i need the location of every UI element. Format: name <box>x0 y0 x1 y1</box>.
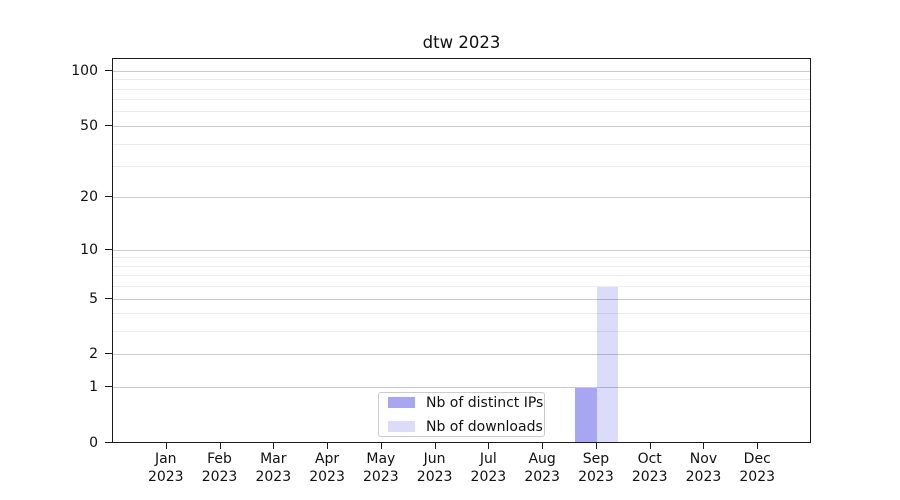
x-tick-label: May 2023 <box>349 451 413 486</box>
x-tick-label: Nov 2023 <box>671 451 735 486</box>
y-tick-label: 10 <box>80 241 98 258</box>
legend-swatch-distinct-ips <box>388 397 415 408</box>
x-tick-year: 2023 <box>416 468 453 485</box>
legend: Nb of distinct IPs Nb of downloads <box>378 392 545 437</box>
x-tick <box>542 443 544 449</box>
bar-nb-of-downloads-sep-2023 <box>596 287 619 443</box>
x-tick-month: Jun <box>423 451 446 467</box>
x-tick-month: Dec <box>743 451 771 467</box>
gridline-major <box>113 197 810 199</box>
x-tick <box>649 443 651 449</box>
x-tick-year: 2023 <box>309 468 345 485</box>
gridline-major <box>113 70 810 72</box>
x-tick-year: 2023 <box>578 468 614 485</box>
x-tick-year: 2023 <box>255 468 292 485</box>
x-tick-label: Mar 2023 <box>241 451 305 486</box>
x-tick <box>380 443 382 449</box>
x-tick-month: May <box>366 451 396 467</box>
x-tick <box>434 443 436 449</box>
gridline-minor <box>113 286 810 288</box>
x-tick-year: 2023 <box>685 468 722 485</box>
x-tick-label: Aug 2023 <box>510 451 574 486</box>
gridline-major <box>113 298 810 300</box>
x-tick-label: Jul 2023 <box>456 451 520 486</box>
y-tick-label: 50 <box>80 117 98 134</box>
chart-title: dtw 2023 <box>422 33 501 52</box>
x-tick-label: Apr 2023 <box>295 451 359 486</box>
x-tick <box>219 443 221 449</box>
y-tick-label: 20 <box>80 189 98 206</box>
gridline-minor <box>113 265 810 267</box>
x-tick-month: Apr <box>314 451 340 467</box>
y-tick <box>105 353 112 355</box>
gridline-major <box>113 387 810 389</box>
gridline-minor <box>113 313 810 315</box>
x-tick-label: Feb 2023 <box>188 451 252 486</box>
x-tick-year: 2023 <box>739 468 776 485</box>
x-tick-year: 2023 <box>201 468 238 485</box>
y-tick-label: 0 <box>89 435 98 451</box>
x-tick <box>273 443 275 449</box>
x-tick <box>327 443 329 449</box>
y-tick-label: 1 <box>89 379 98 396</box>
x-tick <box>595 443 597 449</box>
x-tick-month: Oct <box>637 451 662 467</box>
legend-swatch-downloads <box>388 421 415 432</box>
gridline-minor <box>113 143 810 145</box>
x-tick-year: 2023 <box>470 468 507 485</box>
x-tick-month: Sep <box>582 451 610 467</box>
x-tick-month: Mar <box>260 451 287 467</box>
y-tick-label: 2 <box>89 346 98 363</box>
y-tick <box>105 248 112 250</box>
y-tick <box>105 124 112 126</box>
x-tick-year: 2023 <box>631 468 668 485</box>
gridline-major <box>113 125 810 127</box>
x-tick <box>703 443 705 449</box>
y-tick <box>105 196 112 198</box>
x-tick-label: Sep 2023 <box>564 451 628 486</box>
legend-label-distinct-ips: Nb of distinct IPs <box>426 394 544 411</box>
gridline-minor <box>113 111 810 113</box>
x-tick-month: Feb <box>207 451 232 467</box>
y-tick <box>105 69 112 71</box>
x-tick <box>757 443 759 449</box>
y-tick-label: 100 <box>71 62 98 79</box>
legend-label-downloads: Nb of downloads <box>426 418 543 435</box>
y-tick <box>105 297 112 299</box>
y-tick-label: 5 <box>89 290 98 307</box>
x-tick-year: 2023 <box>363 468 399 485</box>
x-tick-month: Jul <box>479 451 497 467</box>
x-tick-month: Aug <box>528 451 556 467</box>
x-tick-label: Dec 2023 <box>725 451 789 486</box>
x-tick-year: 2023 <box>524 468 560 485</box>
gridline-minor <box>113 88 810 90</box>
x-tick <box>165 443 167 449</box>
x-tick-month: Nov <box>689 451 718 467</box>
x-tick-year: 2023 <box>147 468 184 485</box>
gridline-minor <box>113 257 810 259</box>
legend-item-distinct-ips: Nb of distinct IPs <box>388 395 543 411</box>
x-tick-label: Jun 2023 <box>403 451 467 486</box>
gridline-minor <box>113 99 810 101</box>
x-tick <box>488 443 490 449</box>
plot-area <box>112 58 811 443</box>
legend-item-downloads: Nb of downloads <box>388 419 543 435</box>
gridline-minor <box>113 79 810 81</box>
gridline-minor <box>113 275 810 277</box>
bar-nb-of-distinct-ips-sep-2023 <box>575 388 597 443</box>
y-tick <box>105 386 112 388</box>
y-tick <box>105 442 112 443</box>
gridline-major <box>113 354 810 356</box>
x-tick-label: Jan 2023 <box>134 451 198 486</box>
x-tick-month: Jan <box>154 451 177 467</box>
x-tick-label: Oct 2023 <box>618 451 682 486</box>
gridline-minor <box>113 166 810 168</box>
gridline-major <box>113 249 810 251</box>
gridline-minor <box>113 331 810 333</box>
